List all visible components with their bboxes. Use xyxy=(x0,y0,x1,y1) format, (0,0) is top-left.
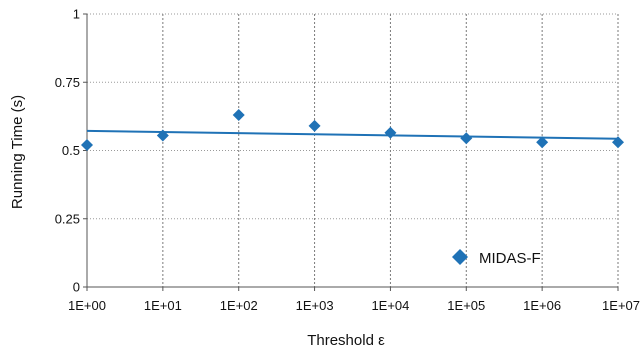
y-tick-label: 0 xyxy=(73,280,80,295)
y-tick-label: 0.25 xyxy=(55,211,80,226)
y-tick-labels: 0 0.25 0.5 0.75 1 xyxy=(55,7,80,295)
legend: MIDAS-F xyxy=(452,249,541,267)
data-points xyxy=(81,109,624,152)
data-point xyxy=(156,129,169,142)
data-point xyxy=(460,132,473,145)
x-tick-label: 1E+04 xyxy=(371,298,409,313)
data-point xyxy=(232,109,245,122)
x-tick-label: 1E+05 xyxy=(447,298,485,313)
data-point xyxy=(308,119,321,132)
x-tick-label: 1E+06 xyxy=(523,298,561,313)
y-tick-label: 1 xyxy=(73,7,80,22)
x-tick-label: 1E+00 xyxy=(68,298,106,313)
x-tick-labels: 1E+00 1E+01 1E+02 1E+03 1E+04 1E+05 1E+06 1E+07 xyxy=(68,298,640,313)
grid-lines xyxy=(87,13,619,287)
y-axis-title: Running Time (s) xyxy=(9,95,26,209)
x-tick-label: 1E+03 xyxy=(296,298,334,313)
data-point xyxy=(612,136,624,149)
x-tick-label: 1E+01 xyxy=(144,298,182,313)
trendline-group xyxy=(86,129,619,140)
legend-label: MIDAS-F xyxy=(479,250,541,267)
x-axis-title: Threshold ε xyxy=(307,332,385,349)
trendline xyxy=(86,129,619,140)
x-tick-label: 1E+07 xyxy=(602,298,640,313)
y-tick-label: 0.5 xyxy=(62,143,80,158)
y-tick-label: 0.75 xyxy=(55,75,80,90)
data-point xyxy=(536,136,549,149)
x-tick-label: 1E+02 xyxy=(220,298,258,313)
legend-marker xyxy=(452,249,468,265)
data-point xyxy=(384,126,397,139)
data-point xyxy=(81,139,93,152)
